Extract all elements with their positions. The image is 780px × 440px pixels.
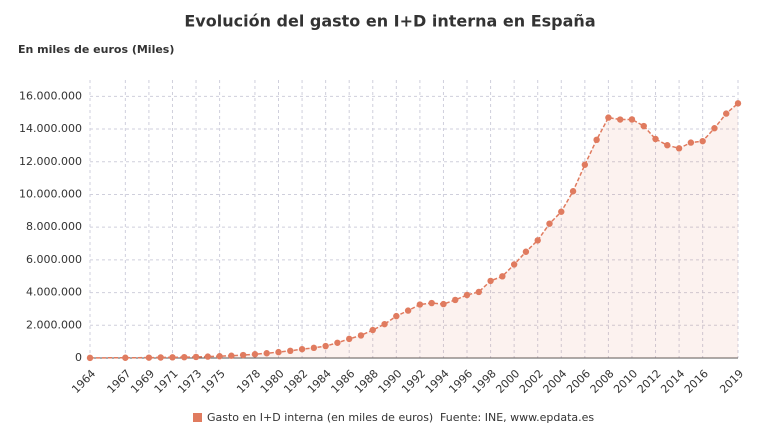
y-tick-label: 4.000.000 [26,286,82,299]
point [275,348,282,356]
x-tick-label: 2002 [517,367,546,396]
x-tick-label: 1992 [399,367,428,396]
point [334,339,341,346]
x-tick-label: 1990 [376,367,405,396]
point [181,353,188,361]
point [122,354,129,361]
point [734,100,742,107]
x-tick-label: 2000 [493,367,522,396]
point [463,291,471,299]
x-tick-label: 1996 [446,367,475,396]
point [287,347,294,355]
y-tick-label: 12.000.000 [19,155,82,168]
point [687,139,695,146]
point [499,273,506,280]
point [322,342,329,350]
point [145,354,153,361]
point [404,307,412,314]
point [628,116,636,123]
y-tick-label: 0 [75,351,82,364]
x-tick-label: 1969 [128,367,157,396]
point [605,114,612,121]
x-tick-label: 2004 [541,367,570,396]
point [440,300,447,308]
source: Fuente: INE, www.epdata.es [440,411,594,424]
x-tick-label: 2012 [635,367,664,396]
x-tick-label: 1967 [105,367,134,396]
y-tick-label: 10.000.000 [19,187,82,200]
point [510,261,518,268]
x-tick-label: 1975 [199,367,228,396]
point [569,188,577,195]
point [86,354,94,362]
point [393,312,400,320]
point [593,136,600,144]
point [428,299,435,307]
x-tick-label: 2006 [564,367,593,396]
point [475,288,482,296]
point [204,353,212,360]
point [157,354,164,361]
point [616,116,624,123]
point [369,326,376,334]
point [357,332,365,339]
x-tick-label: 2008 [588,367,617,396]
point [699,137,706,145]
point [346,335,353,343]
point [652,135,659,143]
point [558,208,565,215]
point [310,344,318,352]
x-tick-label: 1994 [423,367,452,396]
point [239,351,247,359]
x-tick-label: 1986 [328,367,357,396]
y-tick-label: 6.000.000 [26,253,82,266]
x-tick-label: 1982 [281,367,310,396]
x-tick-label: 1980 [258,367,287,396]
x-tick-label: 1998 [470,367,499,396]
point [251,351,259,358]
area [90,103,738,359]
legend-label: Gasto en I+D interna (en miles de euros) [207,411,433,424]
x-tick-label: 1978 [234,367,263,396]
point [263,350,270,357]
point [169,354,176,361]
x-tick-label: 1973 [175,367,204,396]
point [416,301,424,308]
y-axis-label: En miles de euros (Miles) [18,43,174,56]
x-tick-label: 2019 [717,367,746,396]
point [546,220,553,227]
x-tick-label: 2014 [658,367,687,396]
x-tick-label: 1984 [305,367,334,396]
point [664,142,671,149]
legend-swatch [193,413,202,422]
x-tick-label: 2016 [682,367,711,396]
y-tick-label: 2.000.000 [26,318,82,331]
point [640,122,647,130]
point [381,320,388,328]
x-tick-label: 2010 [611,367,640,396]
point [675,145,683,152]
point [192,353,200,361]
point [534,237,541,244]
point [298,345,306,353]
point [522,248,530,255]
x-tick-label: 1971 [152,367,181,396]
x-tick-label: 1988 [352,367,381,396]
point [723,110,730,117]
point [487,277,494,285]
x-tick-label: 1964 [69,367,98,396]
point [228,352,235,359]
y-tick-label: 8.000.000 [26,220,82,233]
point [581,161,589,168]
point [452,296,459,304]
point [216,353,223,360]
point [711,125,718,132]
chart-title: Evolución del gasto en I+D interna en Es… [184,12,595,31]
y-tick-label: 14.000.000 [19,122,82,135]
y-tick-label: 16.000.000 [19,89,82,102]
